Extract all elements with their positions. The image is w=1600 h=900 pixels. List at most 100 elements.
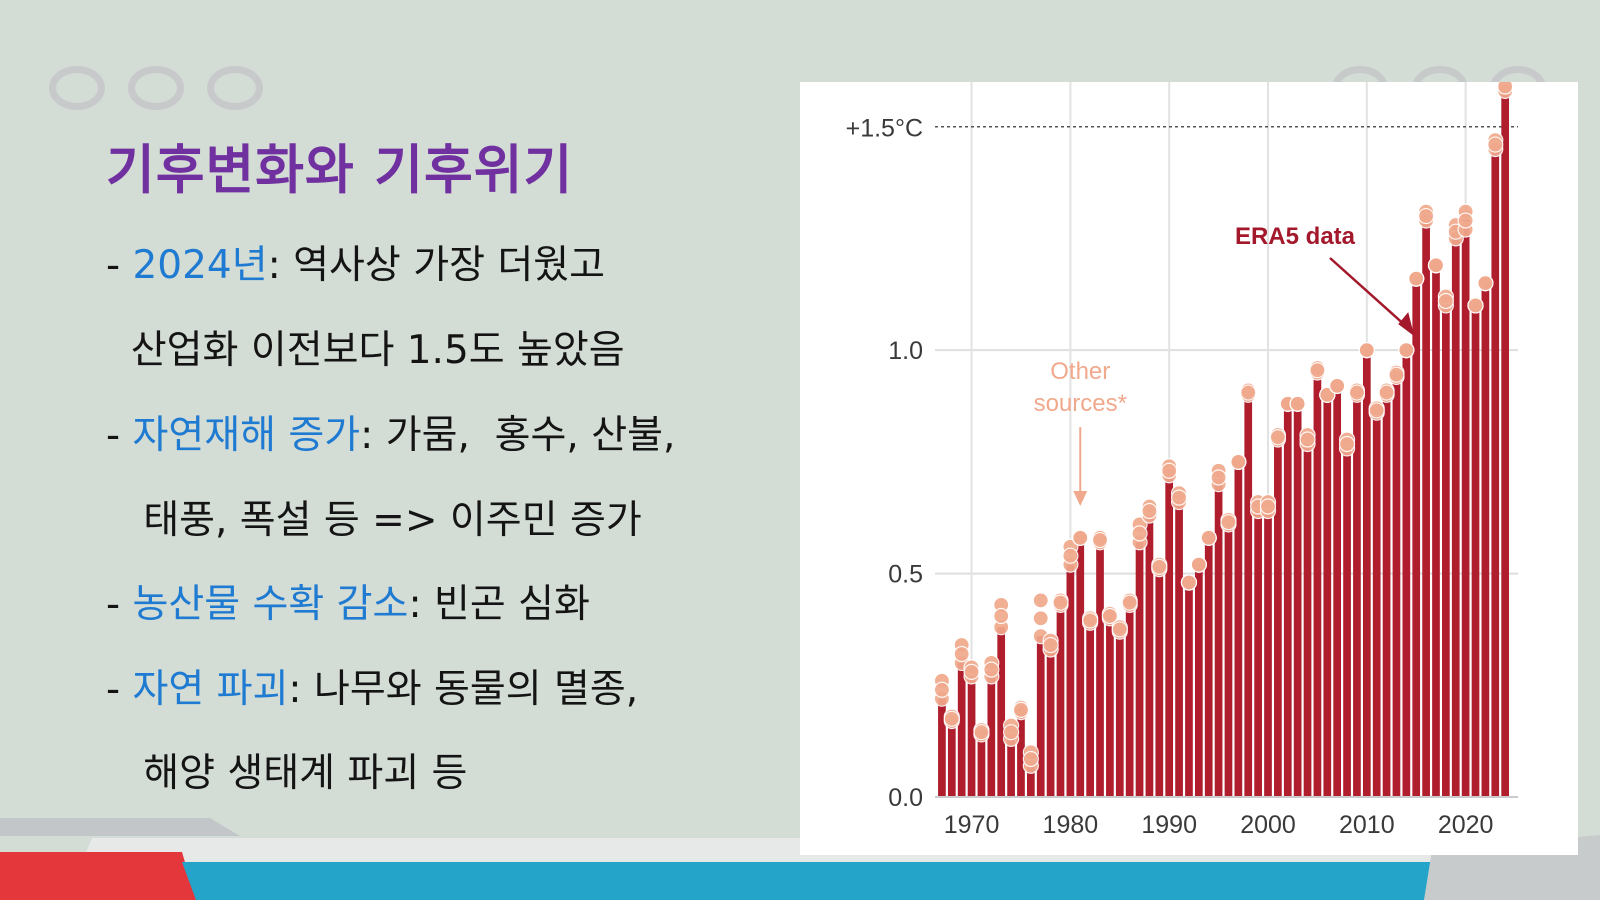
bar [997,627,1006,797]
bar [1066,564,1075,797]
data-point [1101,607,1118,625]
chart-panel: 0.0 0.5 1.0 1970 1980 1990 2000 2010 2020 +1.5°C E… [800,82,1578,855]
bullet-highlight: 2024년 [132,243,268,288]
data-point [993,607,1010,625]
bar [1204,537,1213,797]
bar [957,662,966,797]
bullet-line: 해양 생태계 파괴 등 [106,754,467,793]
data-point [1299,431,1316,448]
data-point [1042,636,1059,654]
x-tick-label: 1990 [1141,811,1197,839]
data-point [953,645,970,663]
bullet-highlight: 자연재해 증가 [132,413,361,458]
bar [1115,631,1124,797]
data-point [1121,594,1138,611]
bar [1046,649,1055,797]
data-point [1180,574,1198,591]
x-tick-label: 2010 [1339,811,1395,839]
bar [1343,448,1351,797]
annotation-arrowhead [1073,491,1088,506]
bullet-line: - 자연재해 증가: 가뭄, 홍수, 산불, [106,416,675,455]
x-tick-label: 1980 [1043,811,1099,839]
data-point [1338,435,1356,453]
bar [1056,604,1065,797]
bar [967,676,976,797]
bar [1007,738,1015,797]
bar [1254,511,1262,797]
bar [1106,618,1114,797]
data-point [943,710,960,727]
data-point [1289,395,1306,412]
bar [1244,394,1253,797]
data-point [1437,292,1454,310]
data-point [1032,610,1049,627]
bar [977,729,986,797]
data-point [1477,274,1494,292]
data-point [1072,529,1089,546]
data-point [1368,402,1385,419]
bar [1471,305,1480,797]
data-point [1082,612,1099,629]
bullet-dash: - [106,413,133,458]
bar [1274,439,1282,797]
bar [1234,461,1243,797]
bar [1333,385,1342,797]
data-point [1220,514,1237,531]
bullet-text: : 역사상 가장 더웠고 [267,243,605,288]
bullet-text: 해양 생태계 파괴 등 [106,751,468,796]
bar [1145,515,1154,797]
bullet-text: : 가뭄, 홍수, 산불, [360,413,676,458]
bar [987,676,996,797]
data-point [1388,366,1405,383]
bar [1362,350,1371,797]
bar [1422,211,1430,797]
bar [1501,82,1510,797]
bar [1175,502,1183,797]
bar [1442,305,1450,797]
bullet-line: 산업화 이전보다 1.5도 높았음 [106,331,625,370]
bar [1283,403,1292,797]
bar [1481,283,1490,797]
bar [1135,542,1144,797]
data-point [983,661,1000,678]
data-point [1329,377,1346,394]
bar [1076,537,1085,797]
annotation-arrow [1329,257,1410,330]
data-point [1467,297,1484,314]
x-tick-label: 1970 [944,811,1000,839]
bar [1214,484,1223,797]
bar [1353,394,1361,797]
data-point [1408,270,1425,287]
bar [1224,524,1233,797]
bullet-dash: - [106,243,133,288]
bar [1402,350,1411,797]
bar [938,698,946,797]
data-point [1497,82,1514,95]
data-point [1111,621,1128,638]
bullet-line: - 2024년: 역사상 가장 더웠고 [106,246,605,285]
bar [1451,225,1460,797]
bullet-highlight: 자연 파괴 [132,667,289,712]
bar [1382,394,1391,797]
data-point [1052,594,1069,611]
data-point [1032,592,1049,609]
y-tick-label: 0.0 [888,784,923,812]
data-point [933,681,951,698]
data-point [1427,257,1445,274]
data-point [1170,489,1188,506]
temperature-anomaly-chart: 0.0 0.5 1.0 1970 1980 1990 2000 2010 2020 +1.5°C E… [846,82,1518,839]
data-point [1309,362,1326,379]
data-point [1348,384,1366,401]
x-tick-label: 2020 [1438,811,1494,839]
bar [1086,622,1094,797]
bullet-dash: - [106,667,133,712]
data-point [1378,384,1395,401]
data-point [1210,469,1227,486]
data-point [1358,342,1375,359]
data-point [1230,453,1247,470]
data-point [1151,558,1168,575]
data-point [1141,502,1158,520]
slide-title: 기후변화와 기후위기 [106,140,574,201]
data-point [1161,462,1178,479]
bar [1017,707,1025,797]
